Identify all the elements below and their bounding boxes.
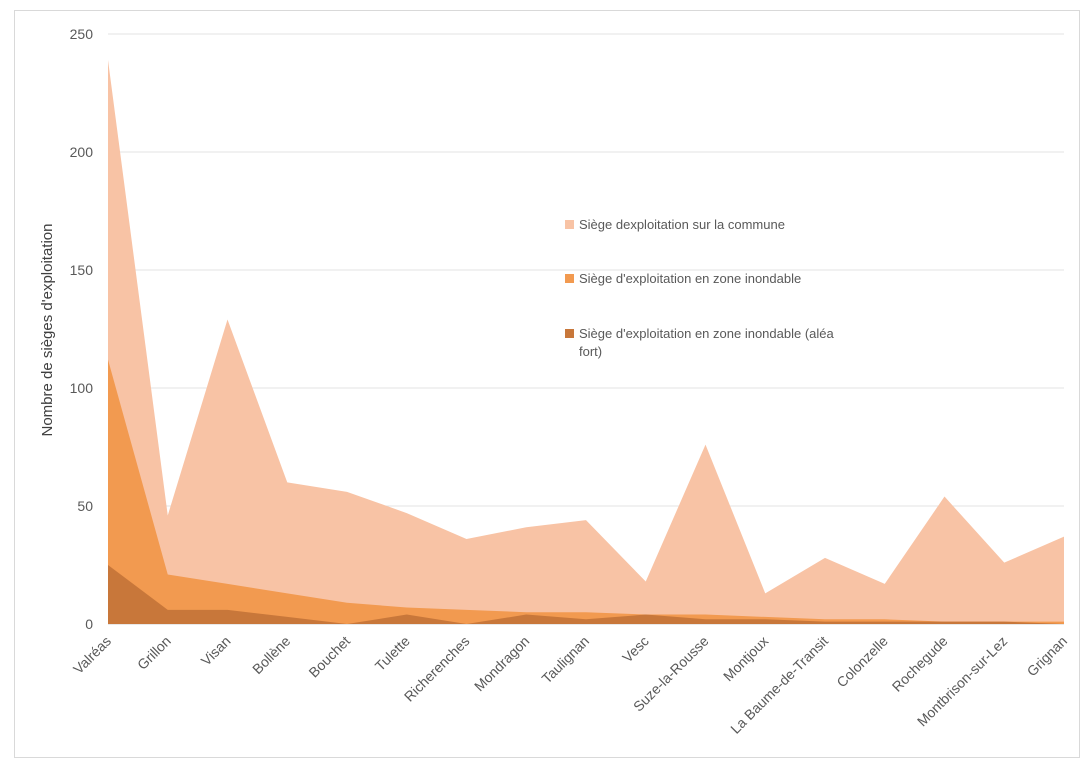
x-tick-label: Montjoux [720,633,771,684]
y-tick-label: 0 [85,616,93,632]
x-tick-label: Bouchet [305,633,353,681]
y-tick-label: 250 [70,26,94,42]
x-tick-label: Rochegude [889,633,951,695]
x-tick-label: Bollène [249,633,293,677]
series-area [108,59,1064,624]
series-area [108,359,1064,624]
y-axis-title: Nombre de sièges d'exploitation [39,224,56,437]
legend-swatch [565,274,574,283]
x-tick-label: Visan [198,633,234,669]
x-tick-label: Mondragon [471,633,532,694]
y-axis-ticks: 0 50 100 150 200 250 [70,26,94,632]
legend-label: Siège d'exploitation en zone inondable (… [579,326,835,359]
chart-frame [14,10,1080,758]
x-tick-label: Grillon [134,633,174,673]
legend-label: Siège dexploitation sur la commune [579,217,785,232]
x-tick-label: Grignan [1024,633,1071,680]
x-tick-label: Tulette [372,633,413,674]
x-tick-label: Taulignan [538,633,592,687]
y-tick-label: 200 [70,144,94,160]
legend-swatch [565,329,574,338]
y-tick-label: 150 [70,262,94,278]
x-tick-label: Colonzelle [833,633,891,691]
x-axis-ticks: Valréas Grillon Visan Bollène Bouchet Tulette… [70,633,1070,737]
legend-label: Siège d'exploitation en zone inondable [579,271,801,286]
series-areas [108,59,1064,624]
legend: Siège dexploitation sur la commune Siège … [565,217,835,359]
series-area [108,565,1064,624]
y-tick-label: 100 [70,380,94,396]
x-tick-label: Valréas [70,633,114,677]
x-tick-label: Vesc [619,633,652,666]
y-tick-label: 50 [77,498,93,514]
legend-swatch [565,220,574,229]
x-tick-label: La Baume-de-Transit [727,633,831,737]
